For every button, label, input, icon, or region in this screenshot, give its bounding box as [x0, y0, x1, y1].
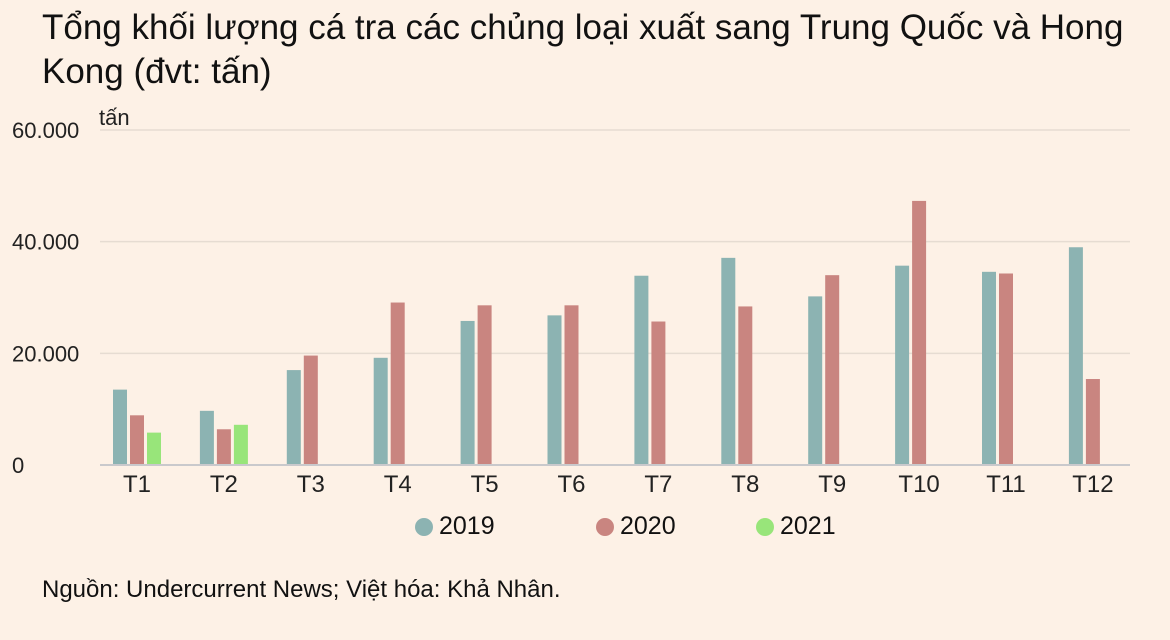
x-tick-label: T5: [471, 471, 499, 498]
x-tick-label: T11: [986, 471, 1026, 498]
x-tick-label: T10: [898, 471, 939, 498]
legend-label: 2020: [620, 512, 676, 540]
bar-2019-T6: [547, 315, 562, 465]
bar-2020-T8: [738, 306, 753, 465]
y-tick-label: 20.000: [12, 341, 79, 366]
x-tick-label: T4: [384, 471, 412, 498]
bar-2020-T2: [216, 429, 231, 465]
bar-2019-T1: [113, 389, 127, 465]
bar-2019-T7: [634, 275, 649, 465]
x-tick-labels: T1 T2 T3 T4 T5 T6 T7 T8 T9 T10 T11 T12: [123, 471, 1114, 498]
y-tick-labels: 0 20.000 40.000 60.000: [12, 118, 79, 478]
bar-2019-T3: [286, 370, 301, 465]
bar-2019-T10: [895, 265, 910, 465]
bars: [113, 200, 1100, 466]
bar-2020-T5: [477, 305, 492, 465]
legend-swatch: [596, 517, 614, 536]
legend-swatch: [756, 517, 774, 536]
bar-2021-T2: [233, 424, 248, 465]
gridlines: [100, 129, 1130, 355]
bar-2020-T6: [564, 305, 579, 465]
bar-2020-T11: [999, 273, 1013, 465]
bar-2020-T9: [825, 275, 840, 465]
legend-item-2019: 2019: [415, 512, 495, 541]
x-tick-label: T12: [1072, 471, 1113, 498]
legend-swatch: [415, 517, 433, 536]
x-tick-label: T8: [731, 471, 759, 498]
bar-2020-T3: [303, 355, 318, 465]
bar-2020-T7: [651, 321, 666, 465]
x-tick-label: T1: [123, 471, 151, 498]
bar-2020-T1: [130, 415, 144, 465]
bar-2019-T9: [808, 296, 823, 465]
x-tick-label: T2: [210, 471, 238, 498]
bar-2019-T12: [1068, 247, 1083, 465]
bar-2019-T5: [460, 320, 475, 465]
bar-2019-T4: [373, 357, 388, 465]
bar-2019-T11: [982, 271, 996, 465]
chart-title: Tổng khối lượng cá tra các chủng loại xu…: [42, 8, 1124, 91]
bar-2021-T1: [147, 432, 161, 465]
y-unit-label: tấn: [99, 105, 130, 130]
x-tick-label: T7: [644, 471, 672, 498]
legend: 2019 2020 2021: [0, 512, 1170, 552]
legend-item-2020: 2020: [596, 512, 676, 541]
legend-label: 2019: [439, 512, 495, 540]
y-tick-label: 0: [12, 453, 24, 478]
bar-2019-T8: [721, 257, 736, 465]
y-tick-label: 60.000: [12, 118, 79, 143]
source-note: Nguồn: Undercurrent News; Việt hóa: Khả …: [42, 576, 561, 603]
bar-2020-T10: [912, 200, 927, 466]
bar-2020-T12: [1085, 379, 1100, 465]
x-tick-label: T6: [557, 471, 585, 498]
x-tick-label: T3: [297, 471, 325, 498]
x-tick-label: T9: [818, 471, 846, 498]
y-tick-label: 40.000: [12, 230, 79, 255]
legend-label: 2021: [780, 512, 836, 540]
bar-2020-T4: [390, 302, 405, 465]
legend-item-2021: 2021: [756, 512, 836, 541]
bar-2019-T2: [199, 410, 214, 465]
